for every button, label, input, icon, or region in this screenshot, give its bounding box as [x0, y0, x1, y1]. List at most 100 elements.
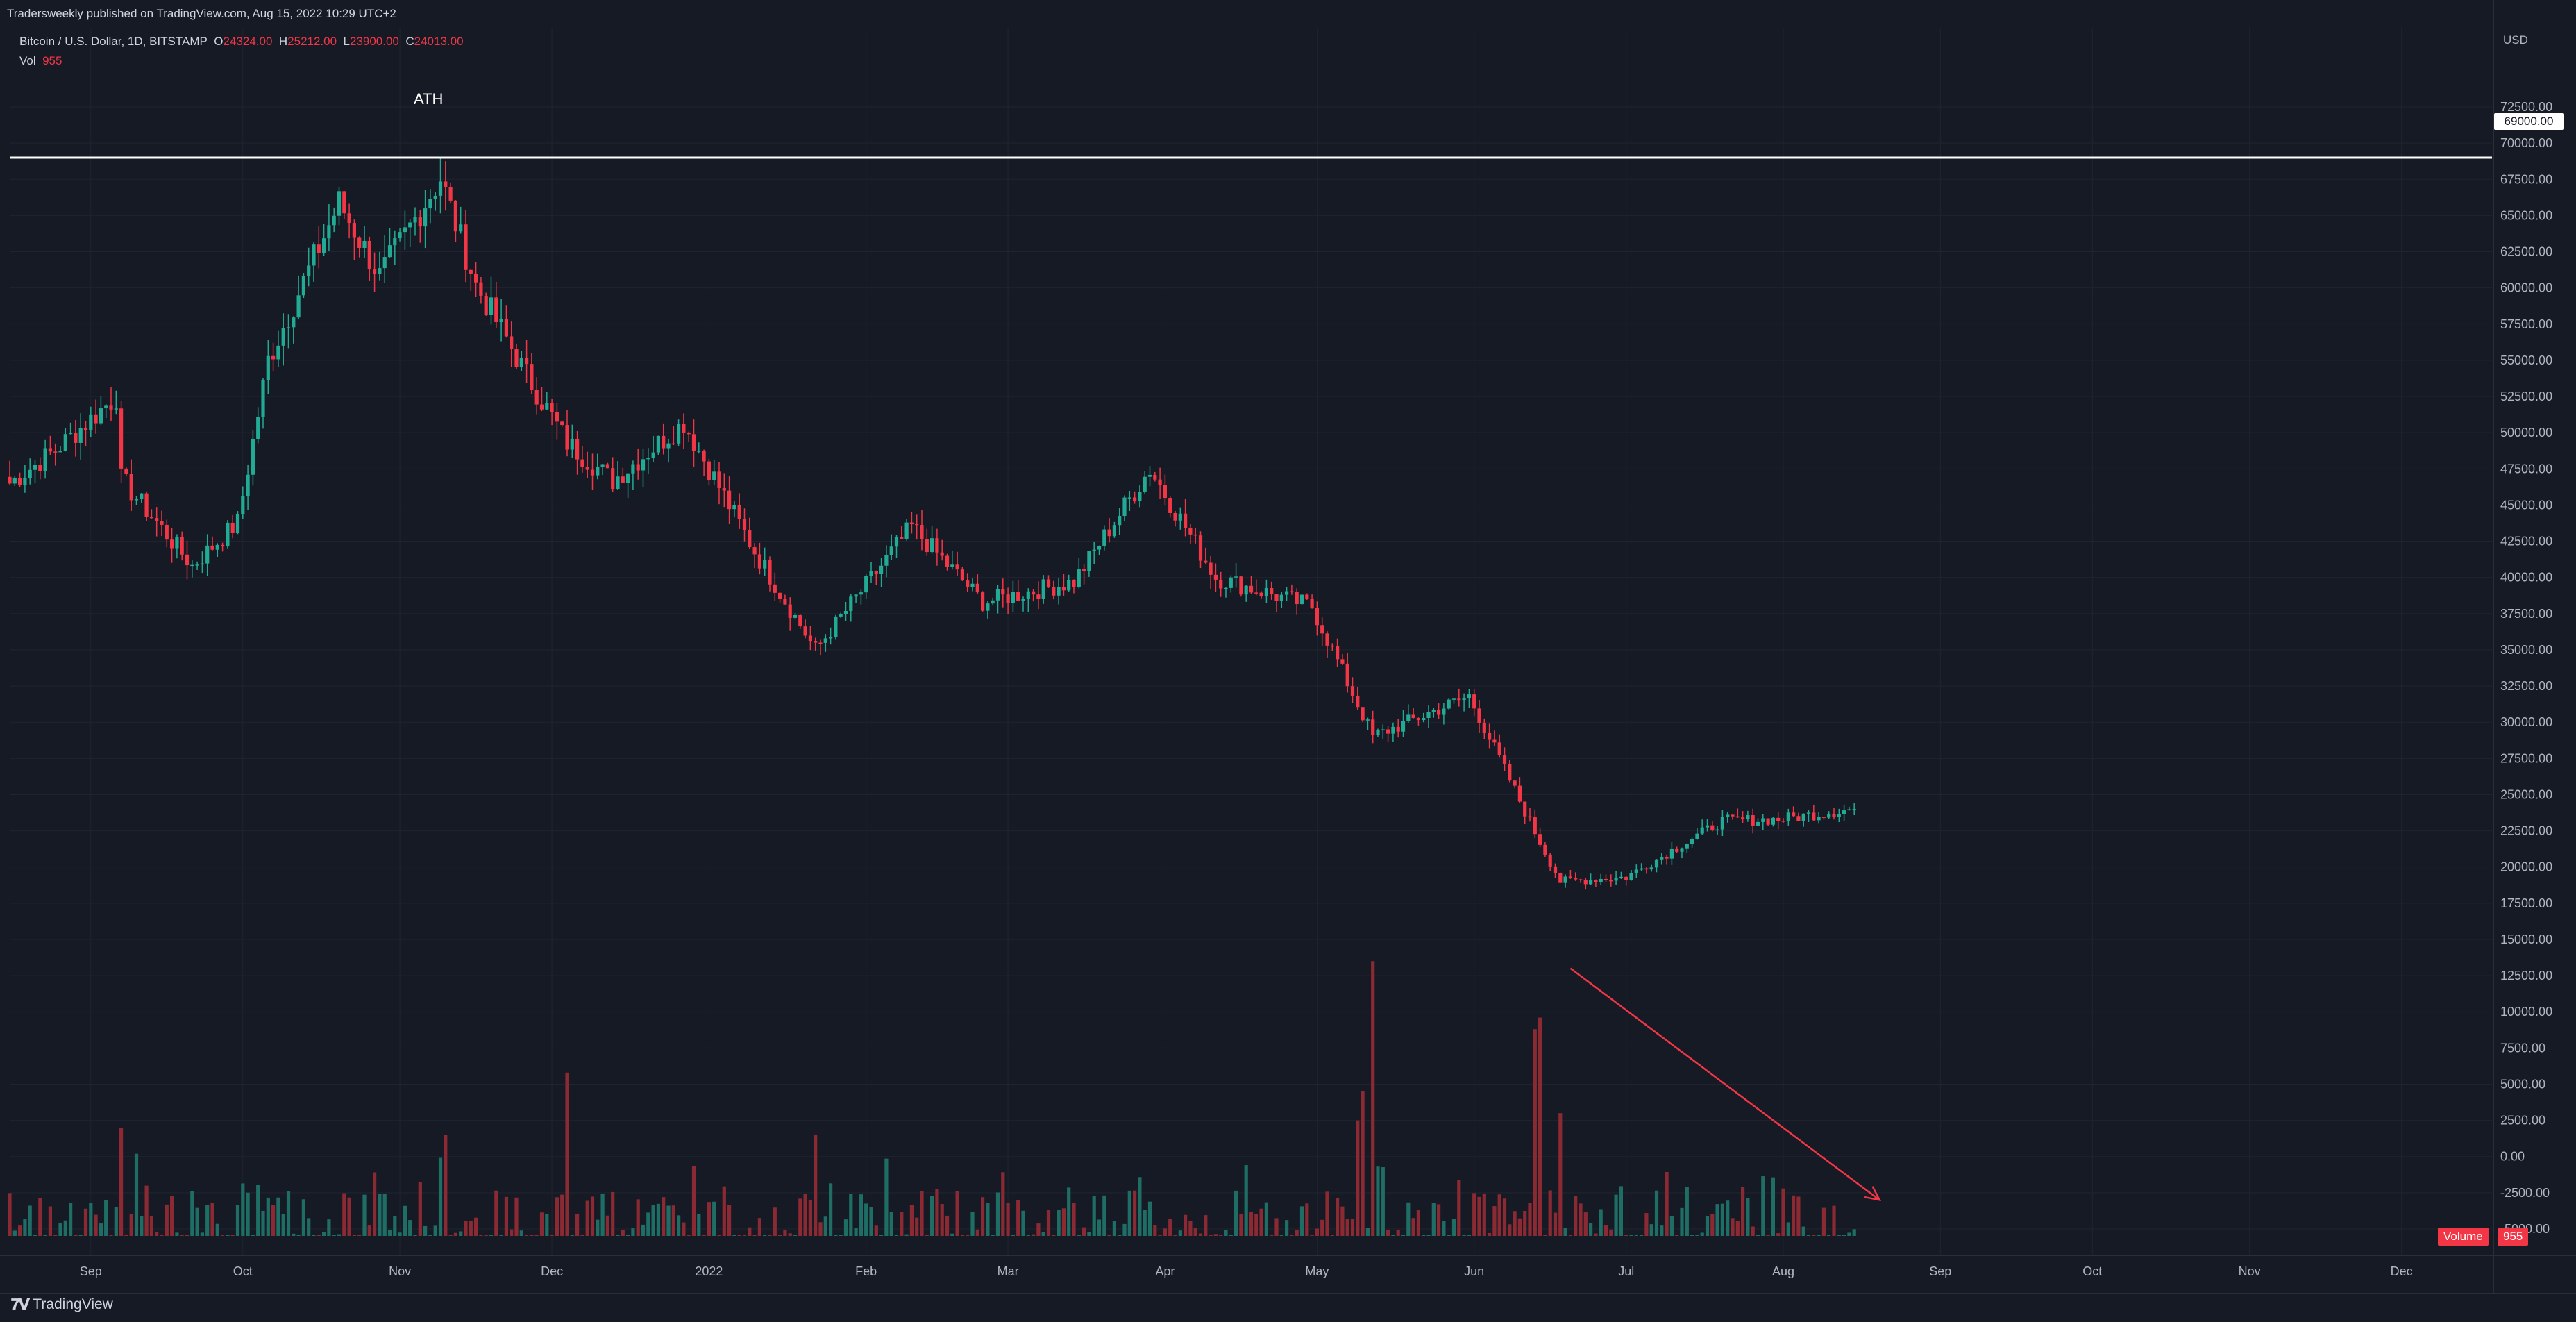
candle-body[interactable]: [1558, 873, 1563, 883]
candle-body[interactable]: [1726, 814, 1730, 817]
volume-legend[interactable]: Vol 955: [19, 54, 62, 68]
candle-body[interactable]: [1685, 844, 1689, 849]
candle-body[interactable]: [930, 538, 934, 553]
candle-body[interactable]: [109, 405, 113, 410]
candle-body[interactable]: [382, 257, 387, 269]
candle-body[interactable]: [550, 403, 554, 412]
candle-body[interactable]: [712, 471, 716, 480]
candle-body[interactable]: [843, 610, 848, 614]
candle-body[interactable]: [1796, 816, 1801, 821]
candle-body[interactable]: [1163, 485, 1167, 499]
candle-body[interactable]: [1295, 592, 1299, 605]
candle-body[interactable]: [1669, 848, 1674, 859]
candle-body[interactable]: [1102, 529, 1106, 546]
candle-body[interactable]: [823, 638, 827, 643]
candle-body[interactable]: [205, 545, 210, 564]
candle-body[interactable]: [114, 408, 118, 410]
candle-body[interactable]: [33, 465, 37, 470]
candle-body[interactable]: [585, 467, 589, 470]
candle-body[interactable]: [1614, 877, 1618, 881]
candle-body[interactable]: [1305, 594, 1309, 599]
candle-body[interactable]: [1006, 594, 1010, 603]
candle-body[interactable]: [1477, 708, 1481, 723]
candle-body[interactable]: [1127, 497, 1131, 499]
candle-body[interactable]: [1488, 733, 1492, 740]
candle-body[interactable]: [367, 240, 371, 270]
candle-body[interactable]: [1660, 856, 1664, 860]
candle-body[interactable]: [352, 223, 356, 238]
candle-body[interactable]: [1528, 816, 1532, 818]
candle-body[interactable]: [580, 459, 584, 467]
candle-body[interactable]: [742, 519, 747, 530]
candle-body[interactable]: [433, 195, 437, 199]
candle-body[interactable]: [423, 208, 428, 227]
candle-body[interactable]: [129, 474, 133, 501]
chart-svg[interactable]: 72500.00 70000.00 67500.00 65000.00 62500.00…: [0, 0, 2576, 1293]
candle-body[interactable]: [1046, 579, 1051, 587]
candle-body[interactable]: [1011, 592, 1015, 603]
candle-body[interactable]: [1690, 839, 1694, 844]
candle-body[interactable]: [296, 295, 301, 318]
candle-body[interactable]: [48, 448, 52, 452]
candle-body[interactable]: [651, 452, 655, 458]
candle-body[interactable]: [1310, 599, 1314, 608]
candle-body[interactable]: [1640, 868, 1644, 870]
candle-body[interactable]: [1249, 585, 1254, 593]
candle-body[interactable]: [1847, 809, 1851, 811]
candle-body[interactable]: [1842, 810, 1846, 814]
candle-body[interactable]: [1143, 476, 1147, 492]
candle-body[interactable]: [1472, 694, 1476, 709]
candle-body[interactable]: [1325, 633, 1329, 646]
candle-body[interactable]: [514, 349, 519, 368]
candle-body[interactable]: [986, 603, 990, 611]
candle-body[interactable]: [904, 522, 909, 539]
candle-body[interactable]: [1259, 592, 1263, 597]
candle-body[interactable]: [995, 589, 1000, 601]
candle-body[interactable]: [641, 459, 646, 471]
candle-body[interactable]: [1735, 816, 1740, 818]
candle-body[interactable]: [981, 592, 985, 611]
candle-body[interactable]: [879, 565, 884, 574]
candle-body[interactable]: [144, 493, 149, 517]
candle-body[interactable]: [1153, 474, 1157, 480]
candle-body[interactable]: [1533, 817, 1537, 835]
candle-body[interactable]: [808, 635, 812, 642]
candle-body[interactable]: [170, 539, 174, 549]
candle-body[interactable]: [616, 476, 620, 490]
candle-body[interactable]: [165, 524, 169, 540]
candle-body[interactable]: [1447, 699, 1451, 709]
candle-body[interactable]: [1001, 589, 1005, 595]
candle-body[interactable]: [271, 355, 276, 360]
candle-body[interactable]: [748, 530, 752, 548]
candle-body[interactable]: [362, 240, 367, 248]
candle-body[interactable]: [737, 505, 741, 519]
candle-body[interactable]: [23, 478, 27, 485]
candle-body[interactable]: [1133, 497, 1137, 501]
candle-body[interactable]: [1781, 821, 1785, 822]
candle-body[interactable]: [1234, 576, 1238, 578]
candle-body[interactable]: [499, 319, 503, 323]
candle-body[interactable]: [662, 435, 666, 449]
candle-body[interactable]: [1264, 588, 1268, 597]
candle-body[interactable]: [342, 191, 346, 214]
candle-body[interactable]: [94, 414, 98, 424]
candle-body[interactable]: [798, 614, 802, 627]
candle-body[interactable]: [1072, 579, 1076, 587]
candle-body[interactable]: [453, 200, 457, 232]
candle-body[interactable]: [1680, 848, 1684, 852]
candle-body[interactable]: [955, 564, 959, 570]
candle-body[interactable]: [970, 583, 975, 587]
candle-body[interactable]: [393, 238, 397, 246]
candle-body[interactable]: [1451, 698, 1456, 700]
candle-body[interactable]: [839, 614, 843, 617]
candle-body[interactable]: [773, 584, 777, 593]
candle-body[interactable]: [859, 592, 863, 595]
candle-body[interactable]: [1336, 646, 1340, 660]
candle-body[interactable]: [241, 496, 245, 514]
candle-body[interactable]: [1431, 710, 1436, 712]
candle-body[interactable]: [666, 443, 671, 449]
candle-body[interactable]: [1462, 698, 1466, 701]
candle-body[interactable]: [266, 355, 270, 380]
candle-body[interactable]: [1665, 856, 1669, 859]
candle-body[interactable]: [1629, 873, 1633, 880]
